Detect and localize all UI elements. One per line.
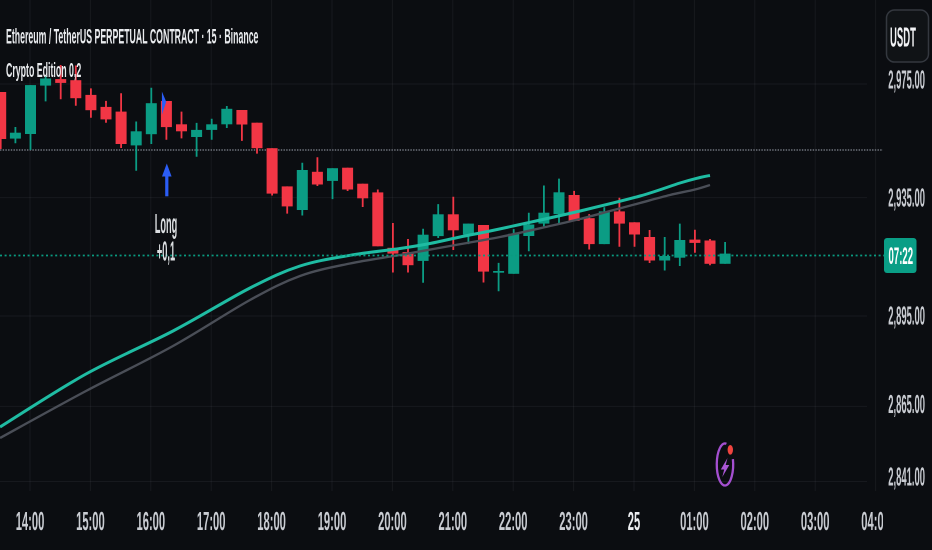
- svg-text:15:00: 15:00: [76, 508, 105, 537]
- svg-text:17:00: 17:00: [197, 508, 226, 537]
- svg-text:23:00: 23:00: [559, 508, 588, 537]
- svg-text:2,975.00: 2,975.00: [888, 67, 925, 95]
- svg-text:Long: Long: [155, 209, 178, 240]
- svg-text:21:00: 21:00: [439, 508, 468, 537]
- svg-text:16:00: 16:00: [137, 508, 166, 537]
- svg-text:2,935.00: 2,935.00: [888, 185, 925, 213]
- svg-text:03:00: 03:00: [801, 508, 830, 537]
- svg-text:14:00: 14:00: [16, 508, 45, 537]
- svg-text:02:00: 02:00: [741, 508, 770, 537]
- svg-text:18:00: 18:00: [257, 508, 286, 537]
- svg-text:01:00: 01:00: [680, 508, 709, 537]
- svg-text:Crypto Edition 0,2: Crypto Edition 0,2: [6, 60, 81, 82]
- svg-text:22:00: 22:00: [499, 508, 528, 537]
- svg-text:20:00: 20:00: [378, 508, 407, 537]
- svg-text:2,865.00: 2,865.00: [888, 392, 925, 420]
- svg-text:19:00: 19:00: [318, 508, 347, 537]
- svg-text:+0,1: +0,1: [157, 236, 175, 267]
- svg-text:2,841.00: 2,841.00: [888, 464, 925, 492]
- svg-text:25: 25: [628, 508, 640, 537]
- svg-text:04:00: 04:00: [861, 508, 890, 537]
- svg-text:07:22: 07:22: [889, 242, 914, 270]
- svg-text:Ethereum / TetherUS PERPETUAL: Ethereum / TetherUS PERPETUAL CONTRACT ·…: [6, 25, 258, 49]
- svg-text:USDT: USDT: [890, 22, 916, 53]
- svg-text:2,895.00: 2,895.00: [888, 303, 925, 331]
